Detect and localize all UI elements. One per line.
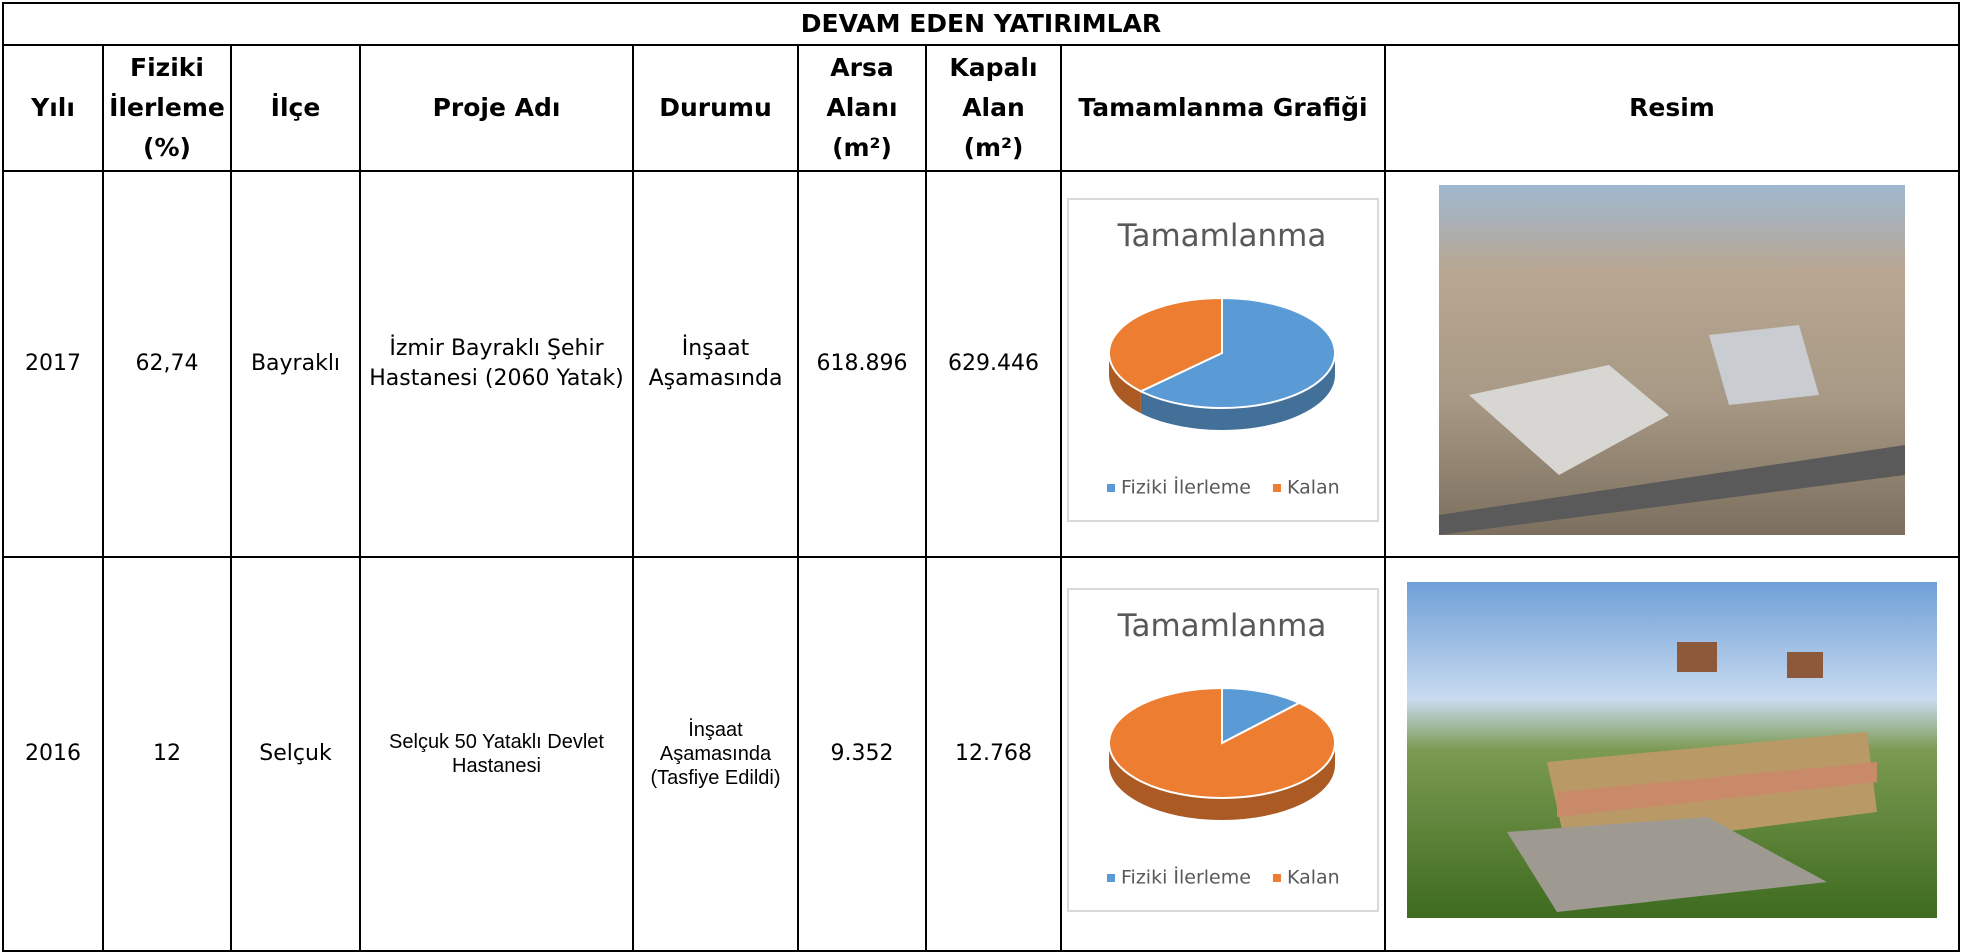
header-cell: Yılı bbox=[2, 44, 104, 172]
cell: 62,74 bbox=[102, 170, 232, 558]
pie-slice bbox=[1108, 686, 1336, 799]
chart-title: Tamamlanma bbox=[1117, 608, 1327, 644]
header-cell: Durumu bbox=[632, 44, 799, 172]
table-title: DEVAM EDEN YATIRIMLAR bbox=[2, 2, 1960, 46]
image-cell bbox=[1384, 556, 1960, 952]
header-cell: Kapalı Alan (m²) bbox=[925, 44, 1062, 172]
chart-cell: Tamamlanma Fiziki İlerleme Kalan bbox=[1060, 556, 1386, 952]
header-cell: Fiziki İlerleme (%) bbox=[102, 44, 232, 172]
legend-label: Kalan bbox=[1287, 476, 1340, 498]
cell: 12.768 bbox=[925, 556, 1062, 952]
header-cell: Tamamlanma Grafiği bbox=[1060, 44, 1386, 172]
pie-slice bbox=[1108, 296, 1223, 392]
cell: Bayraklı bbox=[230, 170, 361, 558]
data-row: 2016 12 Selçuk Selçuk 50 Yataklı Devlet … bbox=[2, 556, 1960, 952]
pie-chart: Tamamlanma Fiziki İlerleme Kalan bbox=[1067, 587, 1379, 912]
cell: 629.446 bbox=[925, 170, 1062, 558]
header-cell: Arsa Alanı (m²) bbox=[797, 44, 927, 172]
legend-label: Fiziki İlerleme bbox=[1121, 475, 1251, 498]
cell: İnşaat Aşamasında bbox=[632, 170, 799, 558]
chart-cell: Tamamlanma Fiziki İlerleme Kalan bbox=[1060, 170, 1386, 558]
title-row: DEVAM EDEN YATIRIMLAR bbox=[2, 2, 1960, 46]
cell: 9.352 bbox=[797, 556, 927, 952]
legend-swatch bbox=[1272, 873, 1281, 882]
cell: İnşaat Aşamasında (Tasfiye Edildi) bbox=[632, 556, 799, 952]
legend-label: Fiziki İlerleme bbox=[1121, 865, 1251, 888]
legend-swatch bbox=[1272, 483, 1281, 492]
legend-swatch bbox=[1107, 483, 1115, 492]
pie-slice-side bbox=[1109, 352, 1141, 413]
pie-slice-side bbox=[1109, 742, 1335, 820]
cell: Selçuk 50 Yataklı Devlet Hastanesi bbox=[359, 556, 634, 952]
photo bbox=[1407, 581, 1937, 918]
header-cell: Proje Adı bbox=[359, 44, 634, 172]
pie-slice bbox=[1221, 686, 1302, 745]
header-row: Yılı Fiziki İlerleme (%) İlçe Proje Adı … bbox=[2, 44, 1960, 172]
legend-swatch bbox=[1107, 873, 1115, 882]
chart-title: Tamamlanma bbox=[1117, 218, 1327, 254]
pie-slice bbox=[1138, 296, 1336, 409]
legend-label: Kalan bbox=[1287, 866, 1340, 888]
image-cell bbox=[1384, 170, 1960, 558]
cell: 2017 bbox=[2, 170, 104, 558]
cell: 618.896 bbox=[797, 170, 927, 558]
cell: İzmir Bayraklı Şehir Hastanesi (2060 Yat… bbox=[359, 170, 634, 558]
cell: 12 bbox=[102, 556, 232, 952]
pie-chart: Tamamlanma Fiziki İlerleme Kalan bbox=[1067, 197, 1379, 522]
pie-slice-side bbox=[1140, 352, 1335, 430]
header-cell: İlçe bbox=[230, 44, 361, 172]
cell: Selçuk bbox=[230, 556, 361, 952]
cell: 2016 bbox=[2, 556, 104, 952]
header-cell: Resim bbox=[1384, 44, 1960, 172]
data-row: 2017 62,74 Bayraklı İzmir Bayraklı Şehir… bbox=[2, 170, 1960, 558]
photo bbox=[1439, 184, 1905, 535]
